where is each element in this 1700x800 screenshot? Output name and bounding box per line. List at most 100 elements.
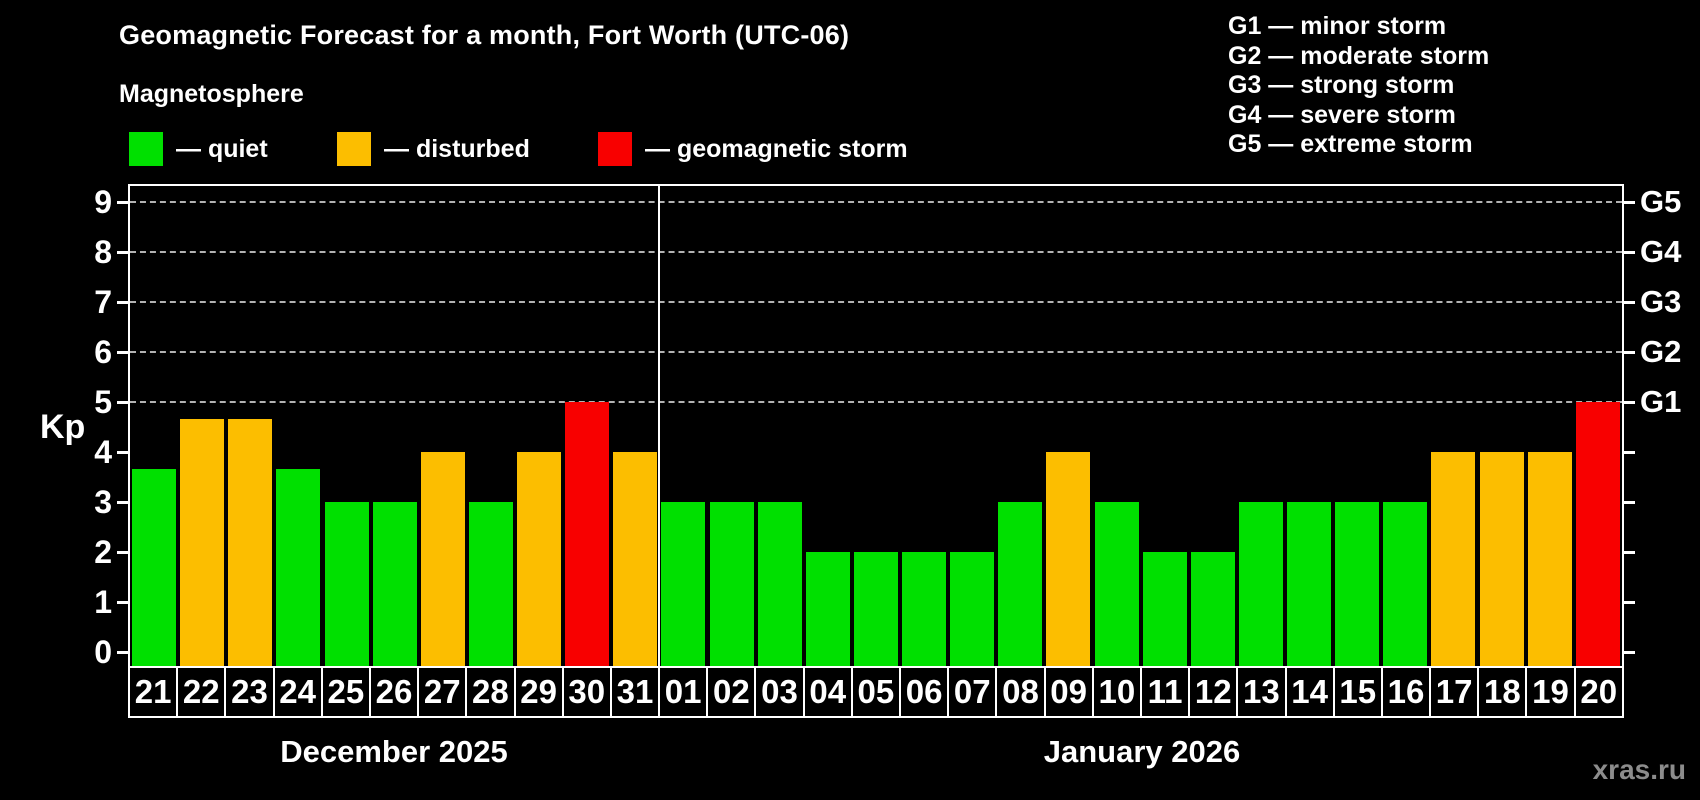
kp-bar-disturbed: [180, 418, 225, 666]
g-scale-legend-line: G3 — strong storm: [1228, 71, 1455, 99]
bar-slot-day-28: [467, 186, 515, 666]
left-axis-tick: [117, 451, 128, 454]
g-scale-legend-line: G1 — minor storm: [1228, 12, 1447, 40]
kp-bar-quiet: [853, 552, 898, 666]
left-axis-tick: [117, 251, 128, 254]
kp-bar-disturbed: [1479, 452, 1524, 666]
storm-color-swatch: [598, 132, 632, 166]
left-axis-tick: [117, 301, 128, 304]
bars-layer: [130, 186, 1622, 666]
left-axis-tick: [117, 201, 128, 204]
bar-slot-day-23: [226, 186, 274, 666]
right-axis-tick: [1624, 551, 1635, 554]
bar-slot-day-08: [996, 186, 1044, 666]
month-boundary-divider: [658, 186, 660, 666]
kp-bar-quiet: [709, 502, 754, 666]
bar-slot-day-19: [1526, 186, 1574, 666]
kp-bar-quiet: [1383, 502, 1428, 666]
kp-bar-quiet: [805, 552, 850, 666]
day-label-cell: 24: [272, 666, 323, 718]
day-label-cell: 23: [224, 666, 275, 718]
right-axis-tick: [1624, 651, 1635, 654]
quiet-color-swatch: [129, 132, 163, 166]
g-scale-legend-line: G4 — severe storm: [1228, 100, 1456, 129]
kp-bar-storm: [565, 402, 610, 666]
kp-bar-disturbed: [1527, 452, 1572, 666]
g-scale-legend-line: G5 — extreme storm: [1228, 130, 1473, 158]
bar-slot-day-07: [948, 186, 996, 666]
day-label-cell: 31: [609, 666, 661, 718]
bar-slot-day-01: [659, 186, 707, 666]
day-label-cell: 21: [128, 666, 179, 718]
bar-slot-day-15: [1333, 186, 1381, 666]
bar-slot-day-06: [900, 186, 948, 666]
gridline-kp-5: [130, 401, 1622, 403]
left-axis-tick: [117, 351, 128, 354]
day-label-row: 21 22 23 24 25 26 27 28 29 30 31 01 02 03 04 05 06 07 08 09…: [128, 666, 1624, 718]
day-label-cell: 22: [176, 666, 227, 718]
day-label-cell: 11: [1139, 666, 1191, 718]
kp-bar-quiet: [950, 552, 995, 666]
day-label-cell: 15: [1332, 666, 1383, 718]
left-axis-tick: [117, 501, 128, 504]
bar-slot-day-30: [563, 186, 611, 666]
day-label-cell: 04: [802, 666, 853, 718]
left-axis-tick: [117, 551, 128, 554]
kp-bar-quiet: [468, 502, 513, 666]
bar-slot-day-12: [1189, 186, 1237, 666]
y-tick-label: 3: [94, 484, 112, 520]
gridline-kp-8: [130, 251, 1622, 253]
plot-inner: [130, 186, 1622, 666]
bar-slot-day-10: [1093, 186, 1141, 666]
legend-item-quiet: — quiet: [129, 131, 268, 167]
right-axis-tick: [1624, 351, 1635, 354]
bar-slot-day-26: [371, 186, 419, 666]
bar-slot-day-25: [323, 186, 371, 666]
bar-slot-day-29: [515, 186, 563, 666]
bar-slot-day-14: [1285, 186, 1333, 666]
y-tick-label: 5: [94, 384, 112, 420]
right-axis-tick: [1624, 301, 1635, 304]
gridline-kp-9: [130, 201, 1622, 203]
g-scale-axis-label: G5: [1640, 184, 1682, 219]
day-label-cell: 25: [320, 666, 371, 718]
disturbed-color-swatch: [337, 132, 371, 166]
kp-bar-quiet: [661, 502, 706, 666]
kp-bar-quiet: [902, 552, 947, 666]
kp-bar-disturbed: [613, 452, 658, 666]
right-axis-tick: [1624, 451, 1635, 454]
kp-bar-disturbed: [1431, 452, 1476, 666]
bar-slot-day-04: [804, 186, 852, 666]
gridline-kp-7: [130, 301, 1622, 303]
day-label-cell: 05: [850, 666, 901, 718]
day-label-cell: 13: [1236, 666, 1287, 718]
g-scale-axis-label: G3: [1640, 284, 1682, 319]
bar-slot-day-20: [1574, 186, 1622, 666]
left-axis-tick: [117, 651, 128, 654]
kp-bar-disturbed: [420, 452, 465, 666]
y-tick-label: 1: [94, 584, 112, 620]
day-label-cell: 19: [1525, 666, 1576, 718]
bar-slot-day-09: [1044, 186, 1092, 666]
kp-bar-quiet: [1238, 502, 1283, 666]
day-label-cell: 09: [1043, 666, 1094, 718]
day-label-cell: 18: [1477, 666, 1528, 718]
y-tick-label: 6: [94, 334, 112, 370]
y-tick-label: 8: [94, 234, 112, 270]
legend-label: — disturbed: [384, 134, 530, 163]
day-label-cell: 02: [706, 666, 757, 718]
bar-slot-day-02: [708, 186, 756, 666]
bar-slot-day-27: [419, 186, 467, 666]
kp-bar-disturbed: [1046, 452, 1091, 666]
kp-bar-quiet: [372, 502, 417, 666]
g-scale-axis-label: G4: [1640, 234, 1682, 269]
legend-item-storm: — geomagnetic storm: [598, 131, 908, 167]
day-label-cell: 29: [513, 666, 564, 718]
bar-slot-day-13: [1237, 186, 1285, 666]
g-scale-axis-label: G2: [1640, 334, 1682, 369]
day-label-cell: 01: [658, 666, 709, 718]
kp-bar-disturbed: [228, 418, 273, 666]
bar-slot-day-03: [756, 186, 804, 666]
kp-bar-quiet: [998, 502, 1043, 666]
legend-item-disturbed: — disturbed: [337, 131, 530, 167]
